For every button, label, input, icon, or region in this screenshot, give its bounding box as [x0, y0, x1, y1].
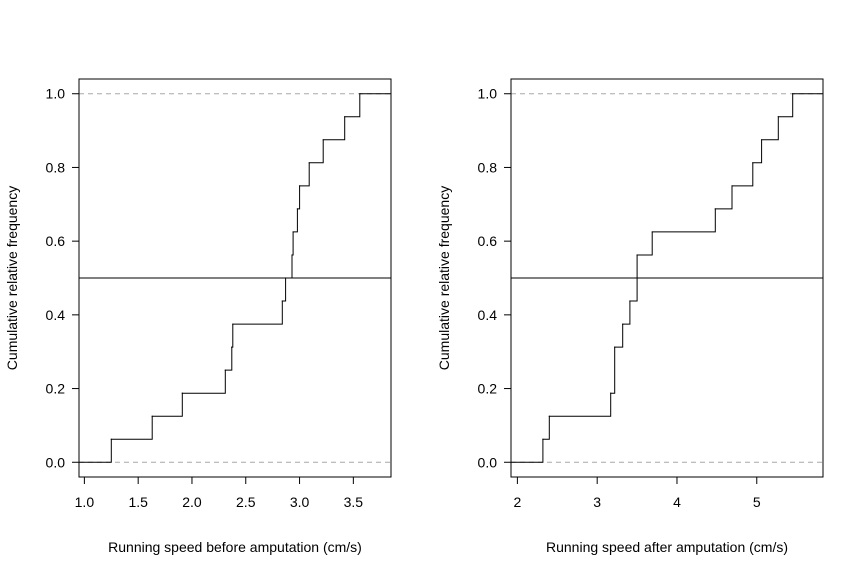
ecdf-step-point — [291, 254, 293, 256]
ecdf-step-line — [79, 93, 391, 463]
ecdf-step-point — [281, 300, 283, 302]
ecdf-step-point — [777, 116, 779, 118]
y-tick-label: 0.0 — [46, 454, 66, 470]
ecdf-step-point — [622, 323, 624, 325]
x-tick-label: 1.5 — [128, 494, 148, 510]
y-tick-label: 0.2 — [46, 381, 66, 397]
y-tick-label: 0.4 — [46, 307, 66, 323]
y-axis-label: Cumulative relative frequency — [436, 186, 452, 370]
y-tick-label: 0.8 — [46, 159, 66, 175]
y-tick-label: 0.8 — [478, 159, 498, 175]
y-tick-label: 0.2 — [478, 381, 498, 397]
y-tick-label: 0.6 — [46, 233, 66, 249]
ecdf-step-point — [752, 162, 754, 164]
x-tick-label: 3 — [593, 494, 601, 510]
x-tick-label: 2.5 — [236, 494, 256, 510]
ecdf-step-point — [610, 392, 612, 394]
x-axis-label: Running speed before amputation (cm/s) — [108, 539, 362, 555]
x-tick-label: 2 — [513, 494, 521, 510]
ecdf-step-point — [308, 162, 310, 164]
ecdf-step-point — [714, 208, 716, 210]
ecdf-step-point — [792, 93, 794, 95]
plot-frame — [78, 78, 392, 478]
ecdf-step-point — [760, 139, 763, 141]
x-tick-label: 3.0 — [290, 494, 310, 510]
ecdf-step-point — [298, 185, 301, 187]
ecdf-step-point — [292, 231, 294, 233]
ecdf-step-point — [651, 231, 653, 233]
ecdf-step-point — [224, 369, 226, 371]
x-tick-label: 4 — [673, 494, 681, 510]
ecdf-step-point — [231, 346, 233, 348]
x-tick-label: 5 — [753, 494, 761, 510]
ecdf-step-point — [181, 392, 183, 394]
panel-after-amputation: 2 3 4 5 0.0 0.2 0.4 0.6 0.8 1.0 Running speed afte… — [436, 78, 824, 555]
plot-frame — [510, 78, 824, 478]
panel-before-amputation: 1.0 1.5 2.0 2.5 3.0 3.5 0.0 0.2 0.4 0.6 0.8 1.0 Runn… — [4, 78, 392, 555]
ecdf-step-line — [511, 93, 823, 463]
y-tick-label: 0.4 — [478, 307, 498, 323]
ecdf-step-point — [614, 346, 616, 348]
ecdf-step-point — [629, 300, 631, 302]
ecdf-step-point — [731, 185, 733, 187]
y-tick-label: 1.0 — [46, 86, 66, 102]
ecdf-step-point — [548, 415, 550, 417]
ecdf-step-point — [232, 323, 234, 325]
ecdf-step-point — [151, 415, 153, 417]
y-tick-label: 1.0 — [478, 86, 498, 102]
ecdf-step-point — [636, 254, 638, 256]
ecdf-step-point — [296, 208, 298, 210]
ecdf-step-point — [359, 93, 361, 95]
y-axis-label: Cumulative relative frequency — [4, 186, 20, 370]
x-tick-label: 3.5 — [344, 494, 364, 510]
x-axis-label: Running speed after amputation (cm/s) — [546, 539, 788, 555]
ecdf-step-point — [110, 438, 112, 440]
ecdf-step-point — [322, 139, 324, 141]
x-tick-label: 1.0 — [75, 494, 95, 510]
x-tick-label: 2.0 — [182, 494, 202, 510]
y-tick-label: 0.6 — [478, 233, 498, 249]
ecdf-step-point — [284, 277, 287, 279]
ecdf-step-point — [344, 116, 346, 118]
y-tick-label: 0.0 — [478, 454, 498, 470]
ecdf-step-point — [542, 438, 544, 440]
